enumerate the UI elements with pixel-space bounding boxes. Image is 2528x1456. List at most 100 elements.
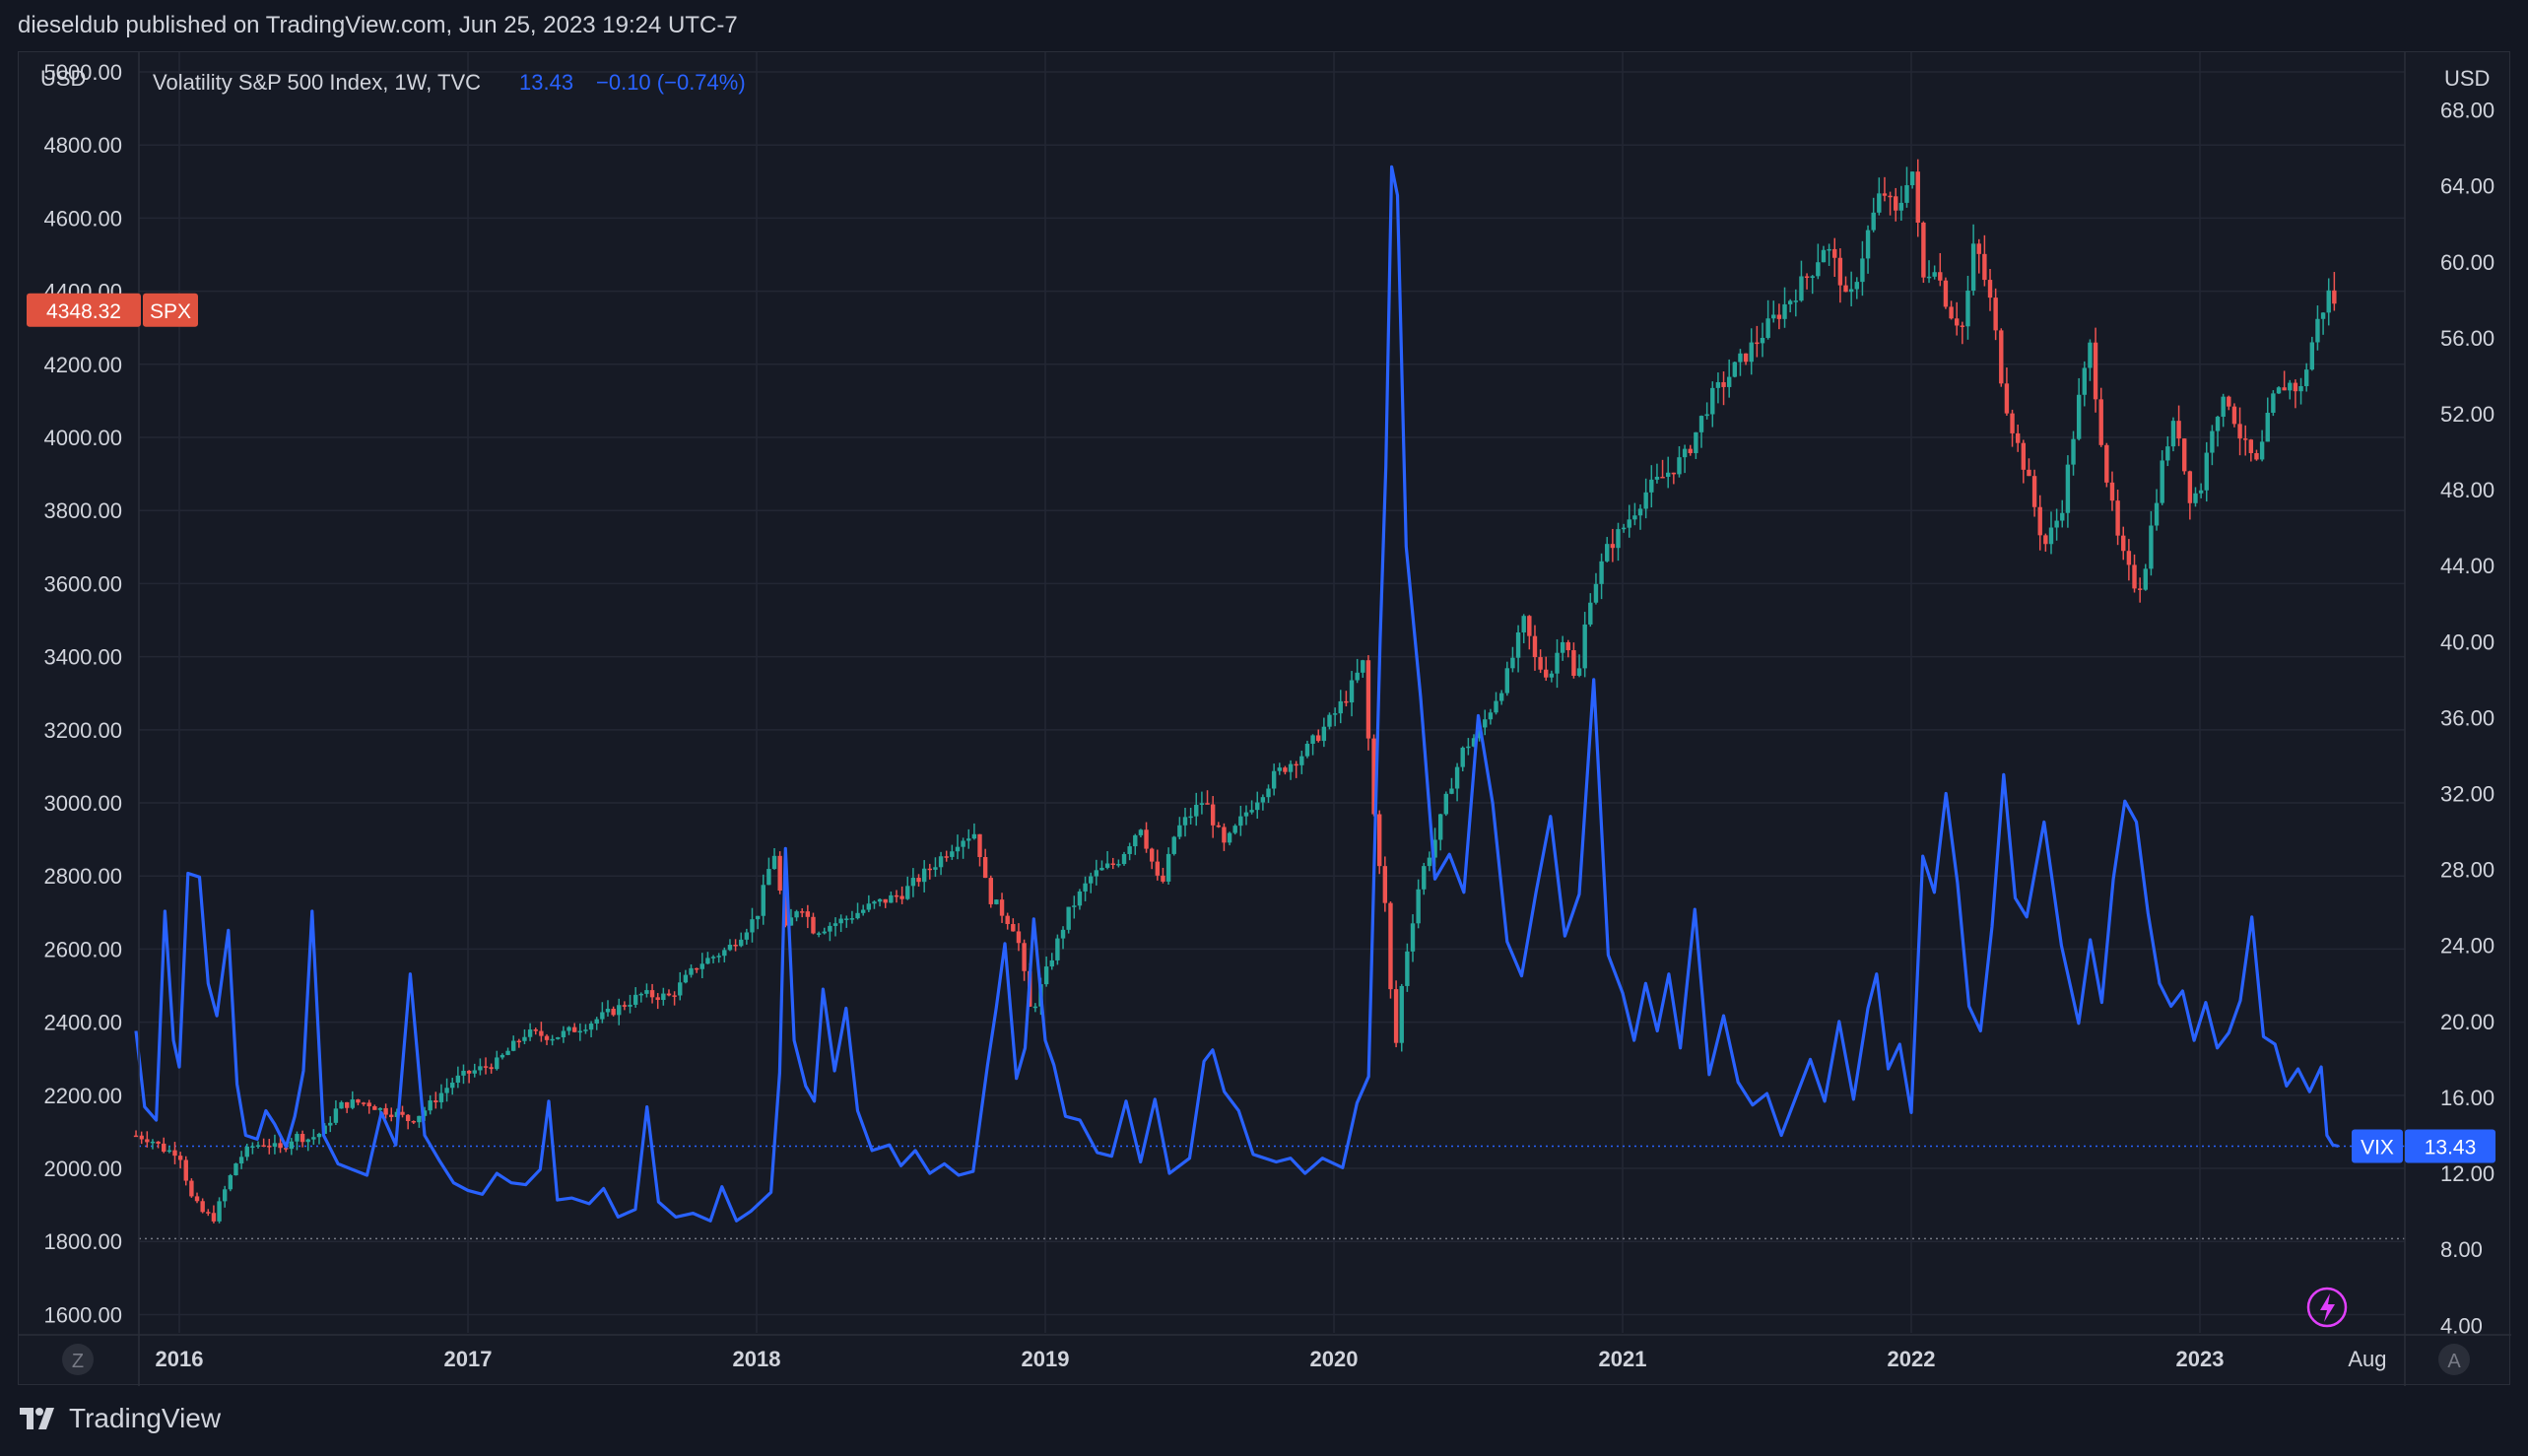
auto-scale-button[interactable]: A [2438, 1344, 2470, 1375]
spx-candle-body [894, 894, 899, 897]
spx-candle-body [2293, 382, 2298, 392]
spx-candle-body [1827, 248, 1831, 251]
left-axis-tick-label: 3000.00 [43, 791, 122, 816]
legend-last-value: 13.43 [519, 70, 573, 95]
spx-candle-body [794, 911, 799, 918]
left-axis-tick-label: 4600.00 [43, 206, 122, 231]
spx-candle-body [600, 1012, 605, 1020]
spx-candle-body [661, 993, 666, 1001]
spx-candle-body [2204, 452, 2209, 491]
left-axis-tick-label: 1800.00 [43, 1229, 122, 1254]
spx-candle-body [1915, 171, 1920, 223]
spx-candle-body [1011, 924, 1016, 932]
spx-candle-body [699, 963, 704, 969]
spx-candle-body [283, 1148, 289, 1150]
spx-candle-body [638, 993, 643, 996]
spx-candle-body [771, 855, 777, 870]
spx-candle-body [516, 1040, 522, 1043]
spx-candle-body [244, 1146, 249, 1158]
spx-candle-body [1610, 544, 1616, 549]
zoom-reset-button[interactable]: Z [62, 1344, 94, 1375]
spx-candle-body [1089, 876, 1094, 884]
spx-candle-body [1726, 376, 1732, 387]
spx-candle-body [228, 1175, 233, 1190]
spx-candle-body [905, 886, 910, 899]
spx-candle-body [261, 1145, 266, 1148]
spx-candle-body [1643, 492, 1648, 509]
spx-candle-body [1904, 184, 1909, 203]
spx-candle-body [838, 918, 843, 924]
chart-svg[interactable]: 5000.004800.004600.004400.004200.004000.… [19, 52, 2511, 1386]
left-axis-tick-label: 3200.00 [43, 718, 122, 743]
spx-candle-body [455, 1075, 461, 1083]
spx-candle-body [278, 1143, 283, 1149]
spx-candle-body [2071, 438, 2076, 465]
spx-candle-body [2276, 387, 2282, 394]
left-axis-tick-label: 4200.00 [43, 353, 122, 377]
spx-candle-body [1043, 966, 1049, 985]
spx-candle-body [1926, 276, 1932, 279]
spx-candle-body [1266, 788, 1271, 798]
spx-candle-body [1627, 519, 1631, 528]
left-axis-tick-label: 4800.00 [43, 133, 122, 158]
spx-candle-body [2271, 393, 2276, 414]
legend-change: −0.10 (−0.74%) [596, 70, 746, 95]
spx-candle-body [1854, 282, 1859, 290]
spx-candle-body [1205, 803, 1210, 805]
publish-line: dieseldub published on TradingView.com, … [18, 12, 738, 38]
spx-candle-body [1171, 836, 1176, 854]
left-axis-tick-label: 2200.00 [43, 1084, 122, 1108]
spx-candle-body [588, 1024, 594, 1030]
spx-candle-body [1443, 793, 1449, 815]
spx-candle-body [2303, 369, 2309, 386]
lightning-icon[interactable] [2306, 1287, 2348, 1328]
spx-candle-body [822, 931, 827, 934]
spx-candle-body [377, 1107, 383, 1110]
spx-candle-body [1365, 660, 1371, 739]
spx-candle-body [1544, 669, 1549, 678]
spx-candle-body [1921, 222, 1926, 278]
spx-candle-body [800, 911, 805, 913]
spx-candle-body [2143, 568, 2148, 590]
vix-line [134, 165, 2339, 1223]
spx-candle-body [628, 1004, 632, 1007]
spx-candle-body [183, 1159, 188, 1181]
spx-candle-body [694, 967, 699, 970]
spx-candle-body [1632, 515, 1637, 520]
spx-candle-body [1494, 700, 1498, 713]
vix-label-badge [2352, 1129, 2403, 1163]
spx-candle-body [1943, 280, 1949, 307]
spx-candle-body [2010, 413, 2015, 433]
spx-candle-body [961, 840, 965, 847]
spx-candle-body [311, 1137, 316, 1140]
spx-candle-body [1304, 743, 1310, 757]
chart-frame[interactable]: 5000.00 4800.00 4600.00 4400.00 4200.00 4000.… [18, 51, 2511, 1386]
left-axis-tick-label: 5000.00 [43, 60, 122, 85]
spx-candle-body [156, 1141, 161, 1144]
spx-candle-body [1232, 826, 1237, 833]
spx-candle-body [1848, 289, 1854, 293]
spx-candle-body [1816, 262, 1821, 277]
spx-candle-body [250, 1146, 255, 1149]
footer-brand[interactable]: TradingView [69, 1403, 222, 1433]
right-axis-tick-label: 16.00 [2440, 1086, 2495, 1110]
spx-candle-body [1437, 814, 1443, 840]
spx-candle-body [1698, 416, 1704, 432]
spx-candle-body [2109, 482, 2115, 501]
spx-candle-body [1949, 306, 1954, 319]
spx-candle-body [2288, 382, 2293, 391]
spx-candles [133, 159, 2337, 1224]
spx-candle-body [328, 1122, 333, 1126]
spx-candle-body [272, 1143, 278, 1147]
spx-candle-body [2104, 444, 2109, 483]
spx-candle-body [1732, 362, 1738, 377]
spx-candle-body [832, 923, 838, 926]
spx-candle-body [672, 995, 677, 997]
spx-candle-body [139, 1135, 144, 1140]
spx-candle-body [1865, 230, 1871, 259]
spx-candle-body [194, 1196, 200, 1202]
spx-candle-body [389, 1114, 394, 1117]
spx-candle-body [1654, 476, 1660, 480]
spx-candle-body [2021, 442, 2027, 470]
left-axis-tick-label: 3600.00 [43, 571, 122, 596]
